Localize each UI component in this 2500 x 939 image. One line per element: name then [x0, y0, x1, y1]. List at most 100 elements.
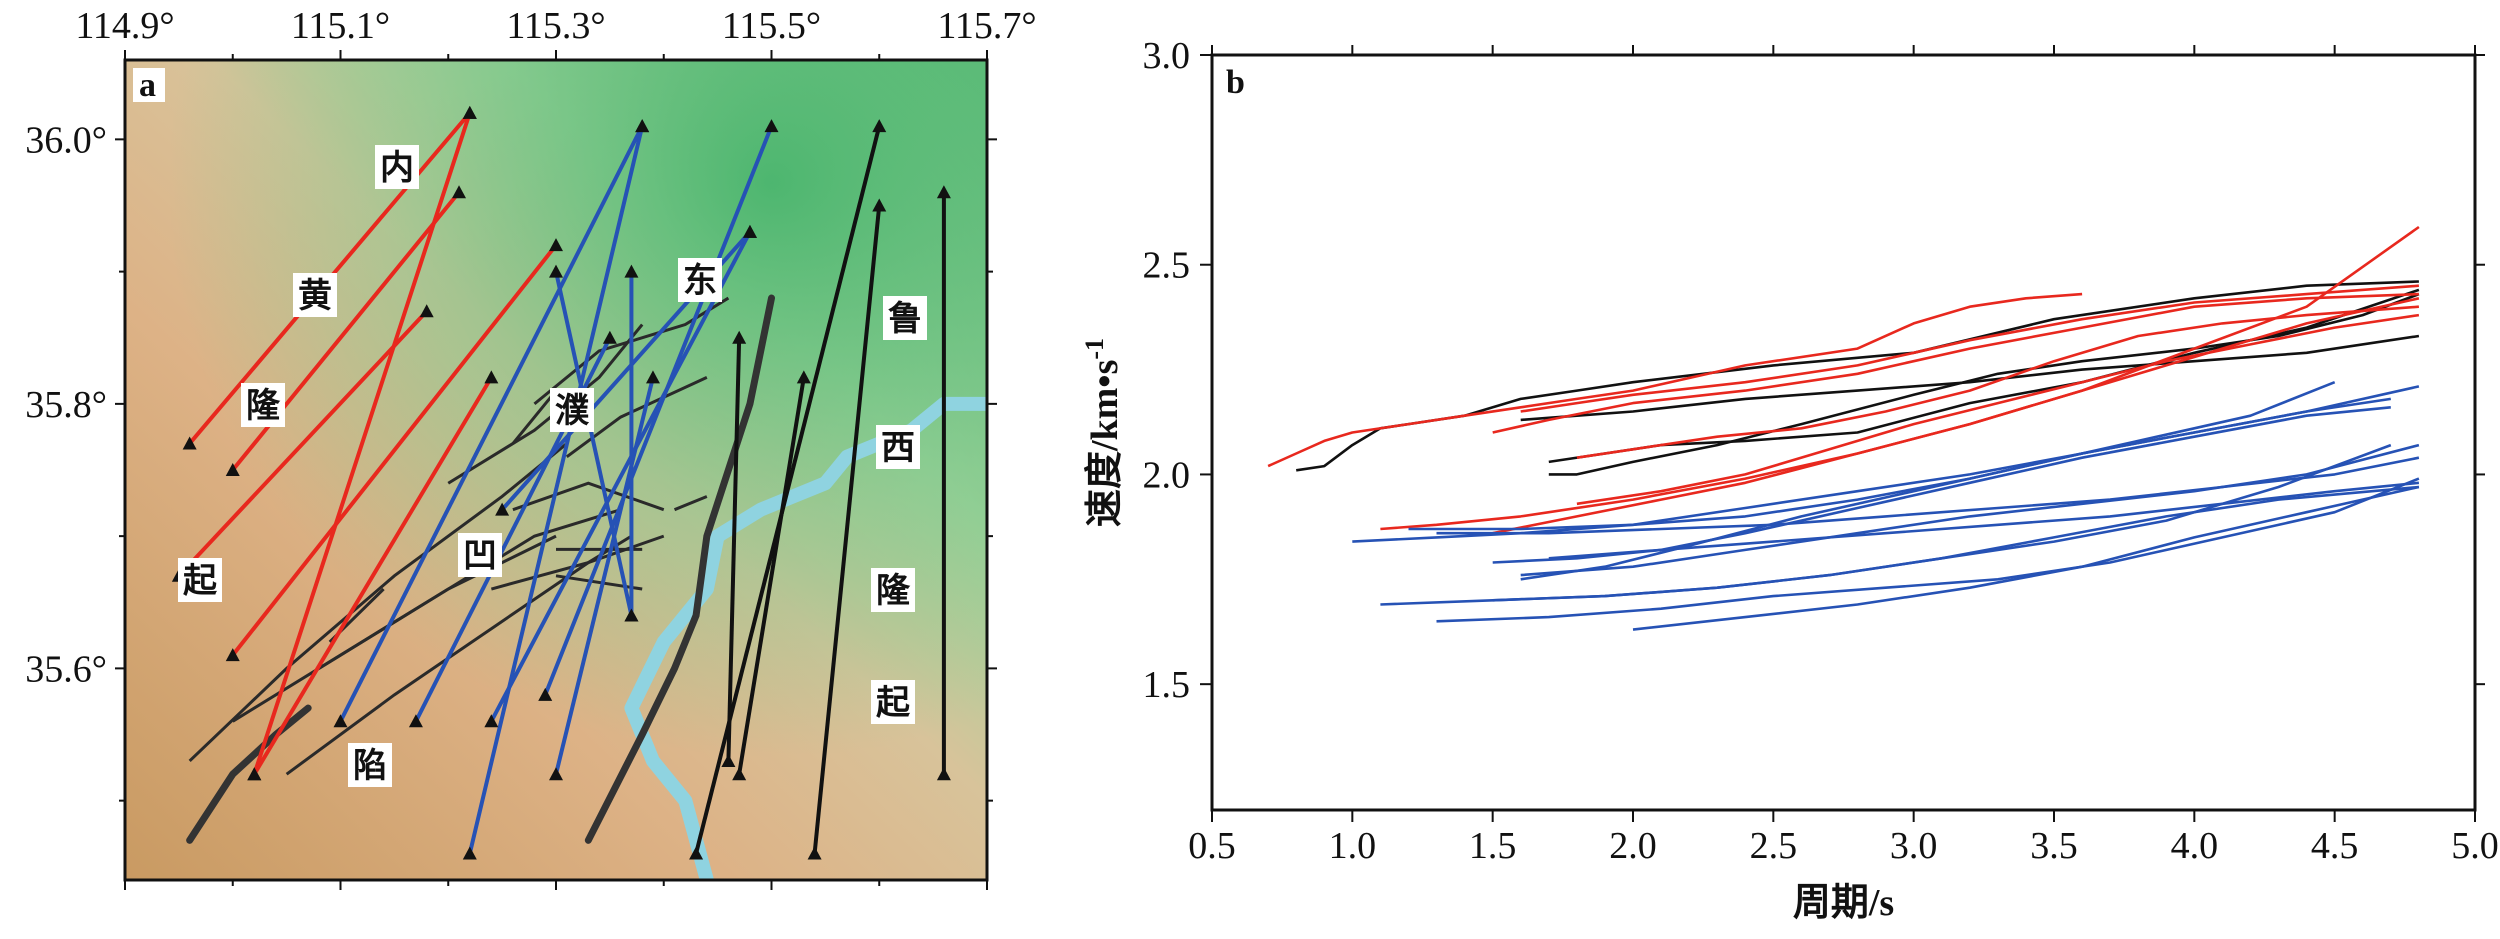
x-tick-label: 1.0: [1329, 825, 1377, 867]
boundary-fault-west: [186, 704, 312, 844]
station-marker: [462, 846, 477, 860]
series-line-21: [1632, 485, 2420, 631]
fault-line-10: [565, 376, 708, 458]
station-marker: [807, 846, 822, 860]
y-tick-label: 3.0: [1143, 35, 1191, 77]
y-axis-title-sup: -1: [1080, 338, 1109, 360]
region-label: 起: [876, 683, 911, 723]
fault-line-3: [285, 534, 665, 776]
blue-path-2: [467, 125, 645, 855]
blue-path-3: [489, 231, 752, 723]
series-line-7: [1576, 305, 2419, 459]
station-marker: [462, 105, 477, 119]
map-terrain: [125, 60, 987, 880]
region-label: 黄: [298, 276, 332, 316]
station-marker: [872, 198, 887, 212]
red-path-2: [177, 309, 429, 578]
region-label-bg: [375, 145, 419, 189]
black-path-4: [726, 337, 742, 762]
x-tick-label: 115.1°: [291, 5, 390, 47]
fault-line-7: [555, 574, 643, 591]
region-label: 濮: [555, 391, 590, 431]
station-marker: [549, 767, 563, 781]
station-marker: [419, 304, 434, 318]
station-marker: [495, 502, 510, 516]
station-marker: [796, 370, 811, 384]
region-label: 内: [380, 148, 414, 188]
panel-a-letter-bg: [133, 68, 165, 102]
series-line-10: [1576, 313, 2420, 506]
series-line-5: [1492, 292, 2419, 434]
fault-line-11: [511, 389, 558, 445]
series-line-20: [1436, 477, 2420, 623]
station-marker: [452, 185, 467, 199]
station-marker: [549, 238, 563, 252]
series-line-6: [1520, 284, 2419, 413]
station-marker: [484, 370, 499, 384]
x-tick-label: 2.0: [1609, 825, 1657, 867]
station-marker: [333, 714, 348, 728]
black-path-0: [694, 125, 882, 855]
x-tick-label: 114.9°: [75, 5, 174, 47]
region-label: 隆: [246, 386, 281, 426]
series-line-16: [1520, 443, 2420, 577]
station-marker: [225, 648, 240, 662]
region-label-bg: [458, 533, 502, 577]
red-path-4: [252, 112, 472, 775]
x-tick-label: 5.0: [2451, 825, 2499, 867]
x-tick-label: 3.5: [2030, 825, 2078, 867]
region-label-bg: [241, 383, 285, 427]
black-path-2: [737, 377, 806, 775]
blue-path-6: [554, 376, 655, 775]
x-tick-label: 115.7°: [937, 5, 1036, 47]
fault-line-5: [512, 481, 665, 512]
y-tick-label: 2.0: [1143, 454, 1191, 496]
region-label-bg: [293, 273, 337, 317]
y-tick-label: 1.5: [1143, 664, 1191, 706]
x-tick-label: 115.5°: [722, 5, 821, 47]
series-line-17: [1548, 481, 2420, 560]
red-path-5: [252, 376, 494, 776]
x-tick-label: 2.5: [1750, 825, 1798, 867]
series-line-4: [1267, 292, 2083, 468]
panel-a-map: a 114.9° 115.1° 115.3° 115.5° 115.7° 36.0° 35.8…: [25, 5, 1037, 890]
boundary-fault-east: [584, 294, 775, 844]
series-line-9: [1492, 225, 2420, 535]
y-tick-label: 36.0°: [25, 119, 107, 161]
blue-path-0: [338, 125, 644, 723]
region-label: 凹: [463, 536, 497, 576]
region-label: 隆: [876, 571, 911, 611]
region-label-bg: [871, 568, 915, 612]
series-line-15: [1436, 456, 2420, 535]
station-marker: [742, 224, 757, 238]
station-marker: [936, 185, 951, 199]
station-marker: [645, 370, 660, 384]
series-line-19: [1380, 485, 2420, 606]
black-path-1: [812, 205, 882, 854]
x-tick-label: 4.5: [2311, 825, 2359, 867]
station-marker: [732, 330, 747, 344]
region-label-bg: [678, 258, 722, 302]
region-label-bg: [178, 558, 222, 602]
x-tick-label: 0.5: [1188, 825, 1236, 867]
series-line-14: [1408, 397, 2391, 531]
blue-path-4: [543, 125, 774, 696]
region-label: 鲁: [888, 299, 922, 339]
station-marker: [484, 714, 499, 728]
series-line-2: [1520, 334, 2420, 422]
region-label-bg: [871, 680, 915, 724]
station-marker: [408, 714, 423, 728]
region-label-bg: [883, 296, 927, 340]
series-line-13: [1520, 380, 2336, 581]
panel-a-letter: a: [139, 67, 156, 104]
station-marker: [689, 846, 704, 860]
x-tick-label: 1.5: [1469, 825, 1517, 867]
y-tick-label: 35.8°: [25, 384, 107, 426]
region-label: 起: [183, 561, 218, 601]
station-marker: [624, 608, 639, 622]
x-tick-label: 4.0: [2171, 825, 2219, 867]
x-axis-title: 周期/s: [1793, 882, 1894, 924]
region-label-bg: [876, 425, 920, 469]
station-marker: [549, 264, 563, 278]
